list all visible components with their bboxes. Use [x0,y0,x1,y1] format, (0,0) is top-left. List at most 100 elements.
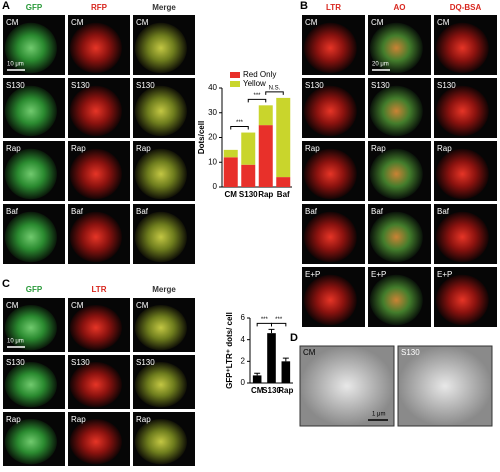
cell-signal [369,274,423,326]
bar-segment [276,97,291,178]
row-label: Rap [6,415,21,424]
em-image [299,345,395,427]
row-label: Rap [305,144,320,153]
cell-signal [303,274,357,326]
bar-segment [241,164,256,187]
column-header: GFP [26,285,43,294]
column-header: LTR [92,285,107,294]
row-label: CM [305,18,318,27]
row-label: S130 [6,358,25,367]
y-axis-label: Dots/cell [197,121,206,154]
column-header: Merge [152,285,176,294]
cell-signal [303,211,357,263]
cell-signal [69,362,122,408]
cell-signal [4,22,57,74]
y-tick-label: 20 [208,133,217,142]
row-label: Baf [371,207,384,216]
x-tick-label: Rap [258,190,273,199]
cell-signal [435,22,489,74]
row-label: Rap [371,144,386,153]
cell-signal [369,148,423,200]
cell-signal [435,274,489,326]
cell-signal [4,85,57,137]
significance-label: *** [261,317,269,323]
row-label: Baf [305,207,318,216]
scale-bar-label: 1 μm [372,412,385,418]
bar-segment [223,149,238,158]
panel-label: B [300,0,308,12]
row-label: S130 [437,81,456,90]
cell-signal [303,85,357,137]
cell-signal [303,148,357,200]
cell-signal [303,22,357,74]
cell-signal [134,211,187,263]
column-header: DQ-BSA [450,3,482,12]
y-axis-label: GFP⁺LTR⁺ dots/ cell [225,312,234,389]
y-tick-label: 40 [208,83,217,92]
significance-label: *** [236,120,244,126]
row-label: Baf [6,207,19,216]
cell-signal [134,419,187,465]
row-label: S130 [136,358,155,367]
panel-label: A [2,0,10,12]
error-bar [282,357,289,362]
cell-signal [69,85,122,137]
cell-signal [134,85,187,137]
row-label: S130 [136,81,155,90]
row-label: Baf [437,207,450,216]
bar-segment [241,132,256,165]
row-label: S130 [371,81,390,90]
cell-signal [4,305,57,351]
row-label: Baf [71,207,84,216]
cell-signal [369,22,423,74]
scale-bar-label: 10 μm [7,339,24,345]
legend-label: Yellow [243,79,266,88]
bar-segment [223,157,238,187]
cell-signal [69,305,122,351]
x-tick-label: Baf [277,190,290,199]
row-label: Baf [136,207,149,216]
row-label: E+P [305,270,320,279]
significance-bracket [247,98,267,103]
cell-signal [69,148,122,200]
row-label: S130 [6,81,25,90]
cell-signal [4,211,57,263]
cell-signal [4,362,57,408]
row-label: S130 [71,358,90,367]
cell-signal [134,148,187,200]
significance-bracket [265,91,284,95]
cell-signal [435,85,489,137]
cell-signal [134,22,187,74]
row-label: CM [71,301,84,310]
row-label: CM [136,18,149,27]
em-label: CM [303,348,316,357]
row-label: CM [71,18,84,27]
bar-segment [258,105,273,126]
significance-bracket [256,322,272,327]
cell-signal [4,148,57,200]
row-label: Rap [71,415,86,424]
bar [281,361,291,383]
cell-signal [435,211,489,263]
row-label: CM [437,18,450,27]
em-image [397,345,493,427]
y-tick-label: 0 [241,378,246,387]
y-tick-label: 0 [213,182,218,191]
x-tick-label: CM [251,386,264,395]
error-bar [254,372,261,376]
cell-signal [134,305,187,351]
x-tick-label: CM [225,190,238,199]
row-label: E+P [437,270,452,279]
y-tick-label: 2 [241,356,246,365]
row-label: S130 [305,81,324,90]
row-label: CM [6,18,19,27]
scale-bar-label: 10 μm [7,62,24,68]
scale-bar-label: 20 μm [372,62,389,68]
em-label: S130 [401,348,420,357]
significance-bracket [271,322,287,327]
legend-swatch [230,81,240,87]
y-tick-label: 6 [241,313,246,322]
row-label: Rap [437,144,452,153]
row-label: Rap [71,144,86,153]
